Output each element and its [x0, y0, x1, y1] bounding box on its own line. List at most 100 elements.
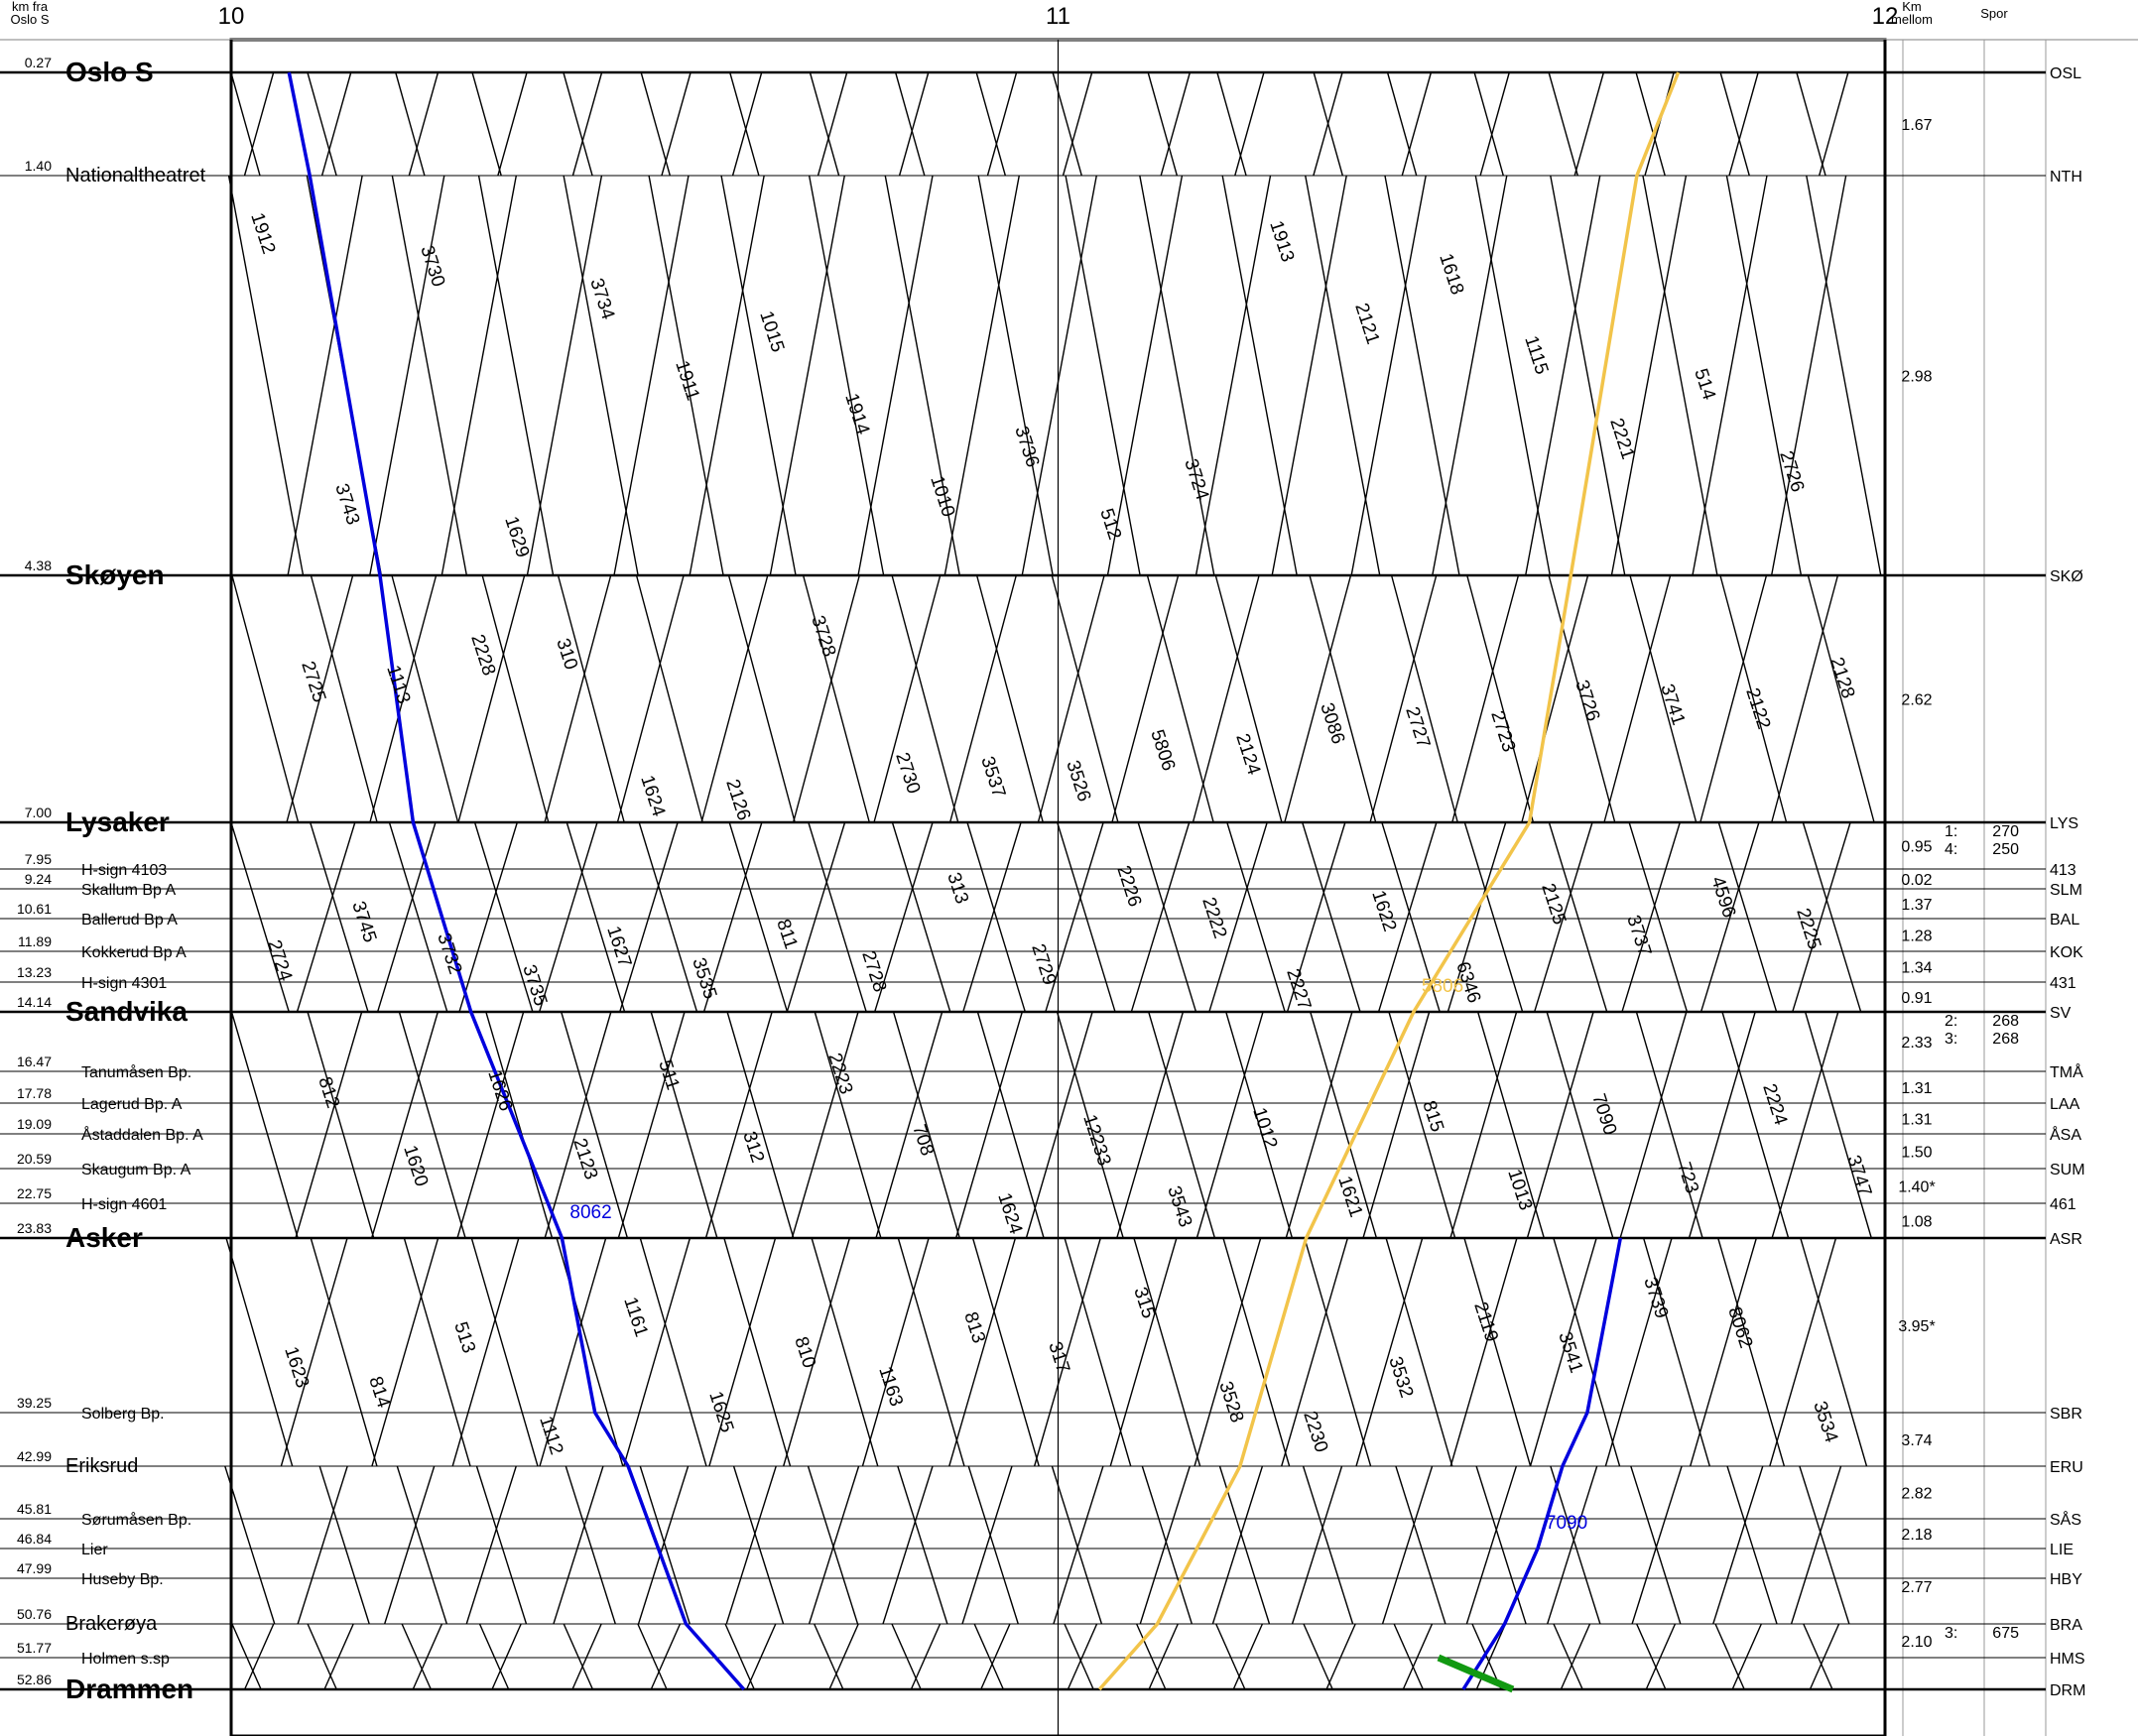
train-line — [1381, 821, 1441, 1013]
train-line — [1446, 821, 1507, 1013]
train-line — [1451, 574, 1520, 823]
train-number: 3747 — [1842, 1153, 1875, 1199]
train-number: 2227 — [1282, 966, 1315, 1013]
train-line — [1526, 1011, 1594, 1239]
train-number: 1624 — [636, 773, 669, 819]
train-line — [639, 1465, 691, 1625]
train-line — [396, 1465, 447, 1625]
train-line — [898, 71, 930, 177]
train-number: 514 — [1690, 366, 1719, 403]
train-line — [814, 1011, 882, 1239]
station-code: BRA — [2050, 1617, 2082, 1634]
train-line — [544, 574, 612, 823]
train-line — [475, 1465, 528, 1625]
train-line — [897, 1465, 948, 1625]
km-between-value: 0.95 — [1901, 839, 1932, 856]
train-line — [828, 1623, 859, 1690]
station-code: HBY — [2050, 1571, 2082, 1588]
train-line — [470, 1237, 539, 1467]
train-line — [1147, 71, 1179, 177]
train-line — [967, 1465, 1019, 1625]
station-km: 39.25 — [17, 1395, 52, 1411]
station-code: 461 — [2050, 1196, 2076, 1213]
spor-length: 250 — [1992, 841, 2019, 858]
train-line — [310, 574, 378, 823]
train-number: 2123 — [568, 1136, 601, 1182]
station-name: H-sign 4103 — [81, 862, 167, 879]
train-line — [723, 1237, 792, 1467]
train-line — [561, 1011, 629, 1239]
train-line — [566, 821, 626, 1013]
km-between-value: 1.50 — [1901, 1145, 1932, 1162]
train-line — [1137, 821, 1197, 1013]
train-line — [1304, 1237, 1372, 1467]
train-line — [473, 821, 534, 1013]
train-number: 3526 — [1062, 758, 1094, 805]
station-km: 7.95 — [25, 851, 52, 867]
train-line — [637, 1623, 668, 1690]
train-number: 1015 — [755, 309, 788, 355]
train-number: 512 — [1095, 506, 1125, 543]
train-line — [539, 1237, 607, 1467]
train-line — [1062, 71, 1093, 177]
train-line — [971, 1237, 1040, 1467]
train-line — [1064, 1623, 1094, 1690]
train-line — [891, 821, 951, 1013]
train-number: 8062 — [1723, 1304, 1756, 1351]
train-line — [571, 1623, 602, 1690]
train-number: 2221 — [1605, 416, 1638, 462]
train-line — [1717, 1237, 1786, 1467]
train-number: 313 — [943, 870, 972, 907]
train-number: 3741 — [1656, 682, 1689, 728]
train-number: 2126 — [721, 777, 754, 823]
train-line — [1056, 1011, 1124, 1239]
train-line — [526, 175, 603, 576]
train-line — [1271, 175, 1347, 576]
train-line — [1449, 1237, 1518, 1467]
highlighted-train-line — [1461, 1237, 1623, 1690]
station-name: Ballerud Bp A — [81, 912, 178, 929]
km-between-value: 1.37 — [1901, 897, 1932, 914]
spor-track: 4: — [1945, 841, 1957, 858]
train-line — [1770, 175, 1847, 576]
train-line — [704, 1011, 773, 1239]
station-km: 22.75 — [17, 1185, 52, 1201]
train-line — [1393, 1623, 1424, 1690]
highlighted-train-line — [1097, 71, 1681, 1691]
station-code: OSL — [2050, 65, 2081, 82]
train-line — [638, 821, 698, 1013]
station-code: KOK — [2050, 944, 2083, 961]
station-code: SBR — [2050, 1406, 2082, 1423]
train-line — [1619, 1011, 1688, 1239]
train-line — [891, 1623, 922, 1690]
train-number: 1113 — [382, 663, 414, 706]
train-line — [1796, 71, 1826, 177]
train-line — [616, 574, 685, 823]
train-line — [1284, 574, 1352, 823]
train-line — [1726, 1465, 1778, 1625]
train-line — [1771, 574, 1839, 823]
station-km: 17.78 — [17, 1085, 52, 1101]
train-line — [478, 1623, 510, 1690]
highlighted-train-number: 5806 — [1422, 976, 1463, 997]
train-line — [320, 71, 352, 177]
train-line — [1381, 1465, 1434, 1625]
station-code: LIE — [2050, 1542, 2074, 1558]
highlighted-train-line — [287, 71, 746, 1691]
spor-track: 3: — [1945, 1625, 1957, 1642]
train-line — [807, 1465, 859, 1625]
km-between-value: 2.82 — [1901, 1486, 1932, 1503]
train-line — [1064, 1237, 1132, 1467]
train-line — [728, 821, 789, 1013]
train-line — [1553, 1237, 1621, 1467]
train-line — [1560, 1623, 1591, 1690]
train-number: 1161 — [619, 1295, 652, 1339]
train-number: 3745 — [347, 899, 380, 945]
train-line — [485, 1011, 554, 1239]
train-number: 1012 — [1248, 1105, 1281, 1152]
km-between-value: 0.02 — [1901, 872, 1932, 889]
train-number: 3543 — [1163, 1183, 1195, 1230]
train-number: 2122 — [1741, 685, 1774, 732]
train-line — [961, 1465, 1013, 1625]
